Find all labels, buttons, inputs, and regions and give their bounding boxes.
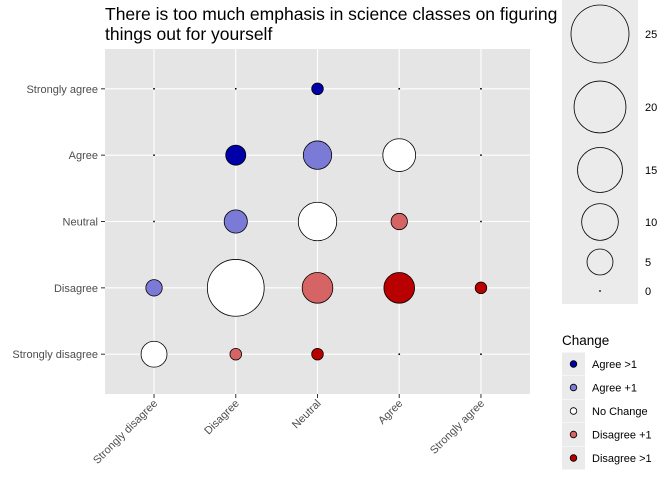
data-points [140,82,488,368]
x-tick-label-neutral: Neutral [290,398,324,432]
color-legend-label-agree-1: Agree +1 [592,383,637,395]
color-legend-title: Change [562,333,609,348]
size-legend: 25 20 15 10 5 0 [562,0,657,304]
point-strongly-disagree-to-disagree [145,279,163,297]
size-legend-label-20: 20 [645,102,657,114]
point-strongly-disagree-to-strongly-agree [153,87,155,90]
point-strongly-agree-to-strongly-agree [480,87,482,90]
point-agree-to-disagree [383,272,415,304]
x-tick-label-disagree: Disagree [202,398,242,438]
point-neutral-to-strongly-disagree [311,347,324,361]
point-strongly-disagree-to-agree [153,154,155,157]
point-neutral-to-agree [302,140,333,170]
y-axis-ticks: Strongly disagree Disagree Neutral Agree Str… [12,84,105,361]
point-disagree-to-strongly-agree [234,87,237,90]
point-agree-to-agree [382,138,417,172]
size-legend-key-25 [570,4,630,64]
color-legend-key-disagree-1 [569,430,578,439]
y-tick-label-disagree: Disagree [54,283,98,295]
size-legend-key-10 [581,203,619,241]
point-agree-to-neutral [390,212,408,231]
y-tick-label-agree: Agree [69,150,98,162]
chart-title-line-2: things out for yourself [105,24,272,44]
size-legend-label-25: 25 [645,29,657,41]
x-axis-ticks: Strongly disagree Disagree Neutral Agree Str… [91,394,487,467]
point-disagree-to-strongly-disagree [229,347,242,361]
color-legend-label-disagree-1: Disagree >1 [592,453,652,465]
point-agree-to-strongly-agree [398,87,401,90]
point-strongly-agree-to-agree [480,154,482,157]
color-legend-key-agree-1 [569,360,578,368]
size-legend-key-0 [599,290,601,292]
point-disagree-to-agree [225,144,247,166]
point-agree-to-strongly-disagree [398,353,401,356]
color-legend-label-no-change: No Change [592,406,648,418]
point-strongly-agree-to-strongly-disagree [480,353,482,356]
color-legend-key-disagree-1 [569,454,578,462]
size-legend-label-10: 10 [645,217,657,229]
point-disagree-to-neutral [223,209,248,234]
color-legend-label-disagree-1: Disagree +1 [592,430,652,442]
color-legend: Change Agree >1 Agree +1 No Change Disagree… [562,333,652,470]
color-legend-key-no-change [569,407,578,415]
x-tick-label-agree: Agree [376,398,405,427]
point-neutral-to-neutral [297,201,338,242]
size-legend-key-20 [573,80,627,134]
color-legend-key-agree-1 [569,383,578,392]
point-neutral-to-disagree [301,272,334,304]
size-legend-label-0: 0 [645,286,651,298]
size-legend-label-5: 5 [645,257,651,269]
y-tick-label-strongly-agree: Strongly agree [26,84,98,96]
chart-title-line-1: There is too much emphasis in science cl… [105,4,557,24]
x-tick-label-strongly-agree: Strongly agree [428,398,487,457]
size-legend-key-5 [586,248,614,276]
point-strongly-disagree-to-strongly-disagree [140,340,168,368]
size-legend-key-15 [577,147,623,193]
point-strongly-disagree-to-neutral [153,220,155,223]
size-legend-label-15: 15 [645,165,657,177]
point-strongly-agree-to-neutral [480,220,482,223]
color-legend-label-agree-1: Agree >1 [592,359,637,371]
point-strongly-agree-to-disagree [474,281,488,295]
y-tick-label-strongly-disagree: Strongly disagree [12,349,98,361]
x-tick-label-strongly-disagree: Strongly disagree [91,398,160,467]
point-neutral-to-strongly-agree [311,82,324,96]
y-tick-label-neutral: Neutral [63,217,98,229]
point-disagree-to-disagree [206,259,265,317]
